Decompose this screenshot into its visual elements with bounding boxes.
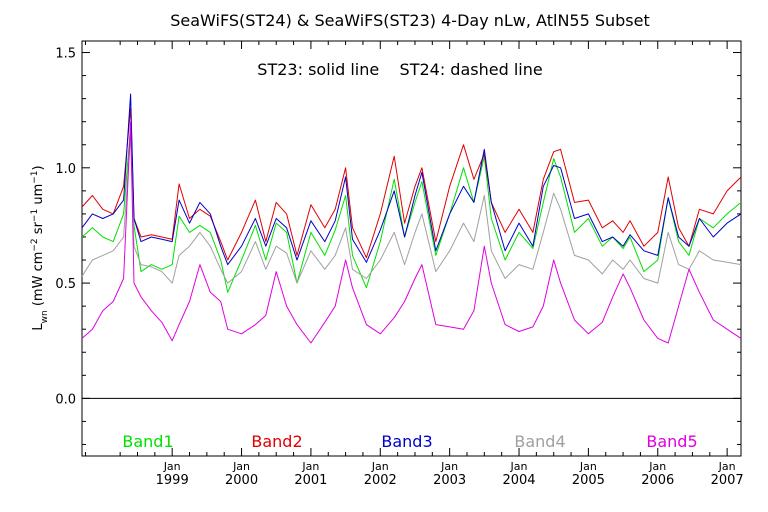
x-tick-month-label: Jan (648, 460, 666, 473)
y-axis-label: Lwn (mW cm−2 sr−1 um−1) (30, 165, 50, 330)
y-axis-label-main: L (31, 323, 46, 331)
y-tick-label: 1.0 (55, 162, 76, 177)
x-tick-month-label: Jan (301, 460, 319, 473)
x-tick-year-label: 2000 (225, 473, 258, 488)
y-axis-label-sub: wn (40, 310, 50, 323)
x-tick-year-label: 2006 (641, 473, 674, 488)
chart-annotation: ST23: solid line ST24: dashed line (257, 60, 542, 79)
y-tick-label: 0.0 (55, 392, 76, 407)
x-tick-month-label: Jan (371, 460, 389, 473)
y-axis: 0.0 0.5 1.0 1.5 (55, 47, 741, 445)
y-axis-label-mid2: um (31, 184, 46, 209)
series-line-band2 (81, 107, 742, 261)
x-tick-year-label: 2005 (572, 473, 605, 488)
x-tick-year-label: 2003 (433, 473, 466, 488)
x-tick-month-label: Jan (579, 460, 597, 473)
x-tick-month-label: Jan (510, 460, 528, 473)
series-layer (81, 93, 742, 344)
x-axis: Jan1999Jan2000Jan2001Jan2002Jan2003Jan20… (84, 41, 744, 488)
legend-item-band2: Band2 (251, 432, 302, 451)
x-tick-month-label: Jan (232, 460, 250, 473)
x-tick-year-label: 2007 (711, 473, 744, 488)
legend-item-band4: Band4 (514, 432, 565, 451)
y-axis-label-mid1: sr (31, 221, 46, 238)
series-line-band4 (81, 135, 742, 284)
legend: Band1 Band2 Band3 Band4 Band5 (122, 432, 697, 451)
y-tick-label: 0.5 (55, 277, 76, 292)
x-tick-year-label: 2004 (502, 473, 535, 488)
legend-item-band1: Band1 (122, 432, 173, 451)
x-tick-month-label: Jan (718, 460, 736, 473)
legend-item-band5: Band5 (646, 432, 697, 451)
y-axis-label-units-close: ) (31, 165, 46, 170)
plot-frame (81, 40, 742, 457)
legend-item-band3: Band3 (381, 432, 432, 451)
series-line-band3 (81, 93, 742, 266)
chart-title: SeaWiFS(ST24) & SeaWiFS(ST23) 4-Day nLw,… (170, 11, 650, 30)
x-tick-year-label: 1999 (156, 473, 189, 488)
x-tick-year-label: 2001 (294, 473, 327, 488)
x-tick-month-label: Jan (163, 460, 181, 473)
y-tick-label: 1.5 (55, 47, 76, 62)
y-axis-label-exp1: −2 (30, 238, 40, 251)
y-axis-label-exp3: −1 (30, 170, 40, 183)
y-axis-label-exp2: −1 (30, 209, 40, 222)
y-axis-label-units-open: (mW cm (31, 252, 46, 311)
x-tick-year-label: 2002 (364, 473, 397, 488)
x-tick-month-label: Jan (440, 460, 458, 473)
series-line-band1 (81, 125, 742, 293)
series-line-band5 (81, 121, 742, 344)
